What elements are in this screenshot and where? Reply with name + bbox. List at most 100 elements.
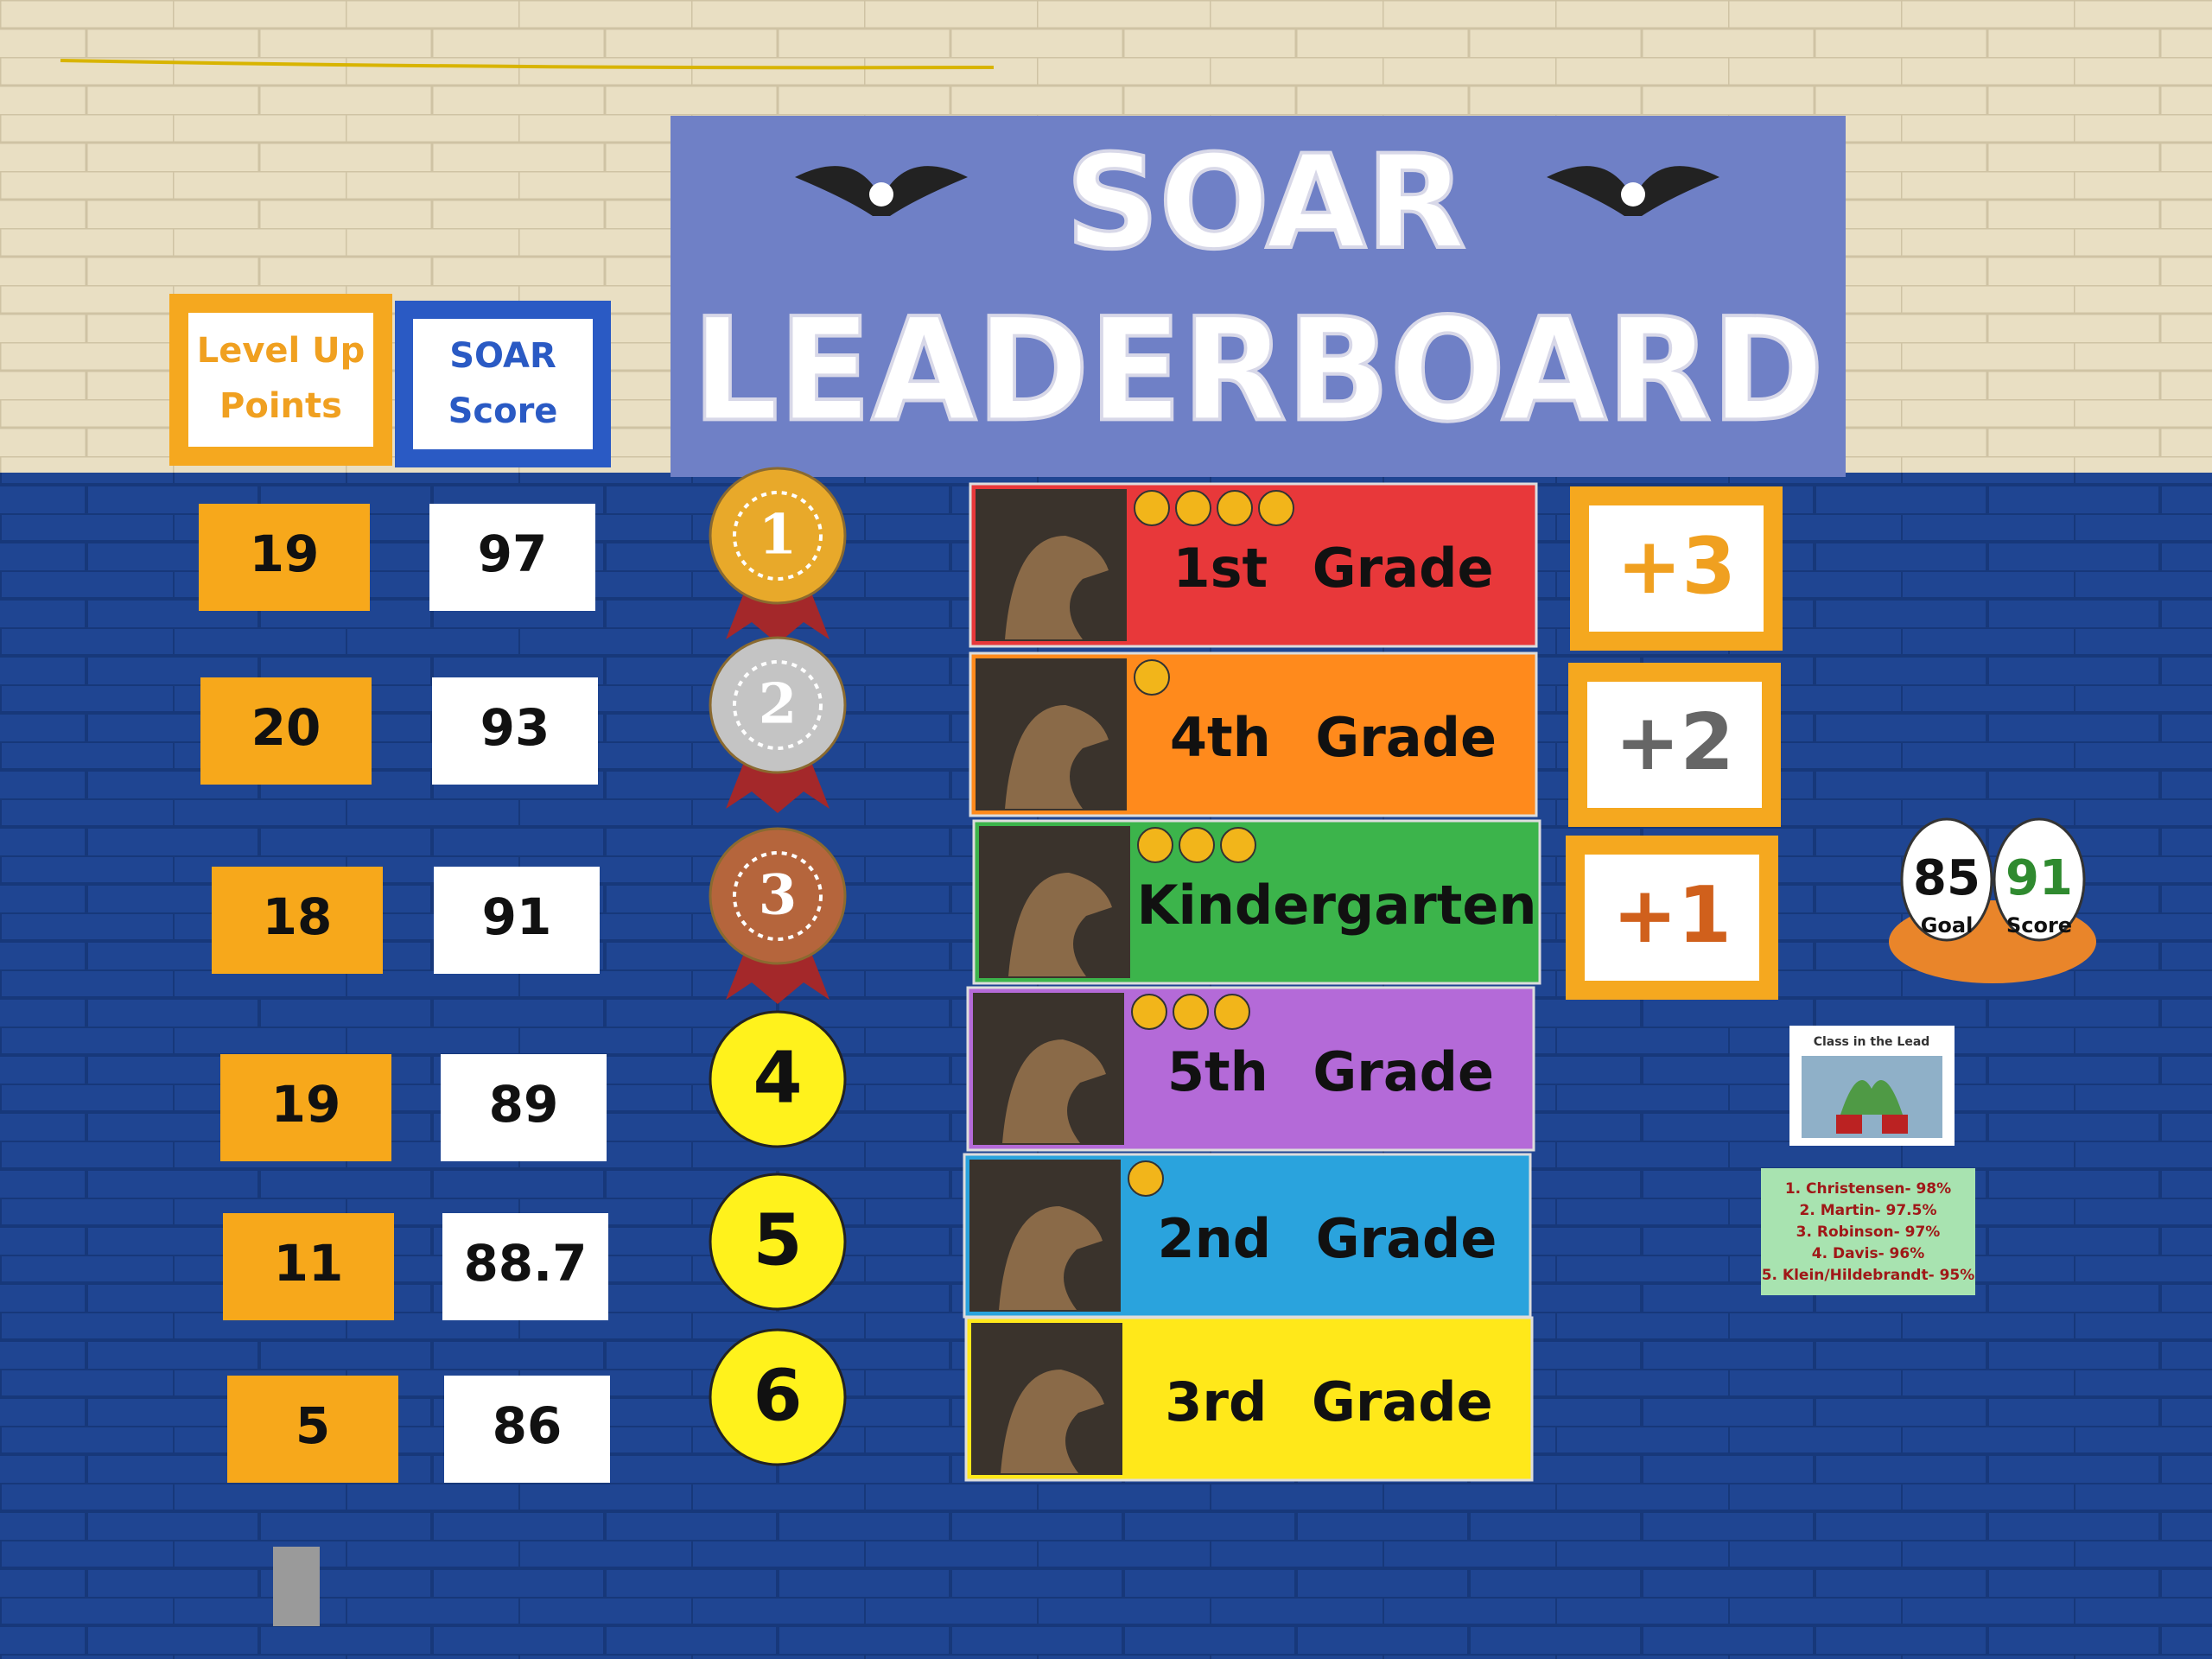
- grade-label: 2nd Grade: [1158, 1207, 1497, 1270]
- medal-rank: 5: [753, 1199, 802, 1281]
- medal: [709, 467, 847, 605]
- sticker: [1131, 994, 1167, 1030]
- medal: [709, 1328, 847, 1466]
- bonus-value: +1: [1612, 870, 1732, 961]
- card-inner: [1589, 505, 1764, 632]
- score-card: [429, 504, 595, 611]
- goal-label: Goal: [1921, 913, 1974, 938]
- leaderboard-row: 19 97 1 1st Grade: [199, 467, 1538, 648]
- sticker: [1137, 827, 1173, 863]
- medal-inner: [733, 851, 823, 941]
- medal-rank: 6: [753, 1355, 802, 1437]
- grade-label: 5th Grade: [1167, 1040, 1494, 1103]
- top-list-card: 1. Christensen- 98% 2. Martin- 97.5% 3. Ro…: [1761, 1168, 1975, 1295]
- header-label: Level Up: [197, 331, 365, 371]
- eagle-head: [1002, 1039, 1106, 1143]
- header-label: Score: [448, 391, 558, 431]
- points-value: 18: [263, 887, 333, 946]
- plate: [273, 1547, 320, 1626]
- points-value: 5: [296, 1396, 330, 1455]
- card-inner: [1585, 855, 1759, 981]
- eagle-head: [1008, 873, 1112, 976]
- card-inner: [188, 313, 373, 447]
- medal: [709, 1173, 847, 1311]
- bonus-value: +3: [1617, 521, 1736, 612]
- leaderboard-rows: 19 97 1 1st Grade 20 93 2 4th Grade 18 91 3 Kinderg…: [199, 467, 1783, 1483]
- score-value: 86: [493, 1396, 563, 1455]
- sticker: [1128, 1160, 1164, 1197]
- header-soar-score: SOAR Score: [395, 301, 611, 467]
- goal-value: 85: [1913, 850, 1980, 906]
- grade-label: 1st Grade: [1173, 537, 1494, 600]
- medal-rank: 3: [759, 863, 798, 928]
- eagle-icon: [1547, 166, 1719, 216]
- points-card: [199, 504, 370, 611]
- bonus-card: +3: [1570, 486, 1783, 651]
- bonus-card: +2: [1568, 663, 1781, 827]
- bonus-card: +1: [1566, 836, 1778, 1000]
- points-card: [220, 1054, 391, 1161]
- goal-nest: 85 Goal 91 Score: [1889, 817, 2096, 983]
- figure: [1840, 1080, 1903, 1115]
- top-list-item: 5. Klein/Hildebrandt- 95%: [1762, 1267, 1975, 1284]
- points-card: [227, 1376, 398, 1483]
- card-title: Class in the Lead: [1814, 1035, 1930, 1049]
- points-value: 19: [271, 1075, 341, 1134]
- score-value: 91: [482, 887, 552, 946]
- points-value: 19: [250, 524, 320, 583]
- score-value: 91: [2005, 850, 2073, 906]
- sticker: [1220, 827, 1256, 863]
- sticker: [1214, 994, 1250, 1030]
- sticker: [1217, 490, 1253, 526]
- header-level-up: Level Up Points: [169, 294, 392, 466]
- top-list-item: 3. Robinson- 97%: [1796, 1224, 1941, 1241]
- sticker: [1134, 490, 1170, 526]
- score-card: [434, 867, 600, 974]
- top-list-item: 1. Christensen- 98%: [1785, 1180, 1951, 1198]
- string: [60, 59, 995, 70]
- medal-inner: [733, 491, 823, 581]
- score-card: [442, 1213, 608, 1320]
- points-card: [200, 677, 372, 785]
- class-in-lead-card: Class in the Lead: [1789, 1026, 1955, 1146]
- figure: [1882, 1115, 1908, 1134]
- medal-inner: [733, 660, 823, 750]
- leaderboard-row: 11 88.7 5 2nd Grade: [223, 1153, 1532, 1320]
- header-label: SOAR: [449, 336, 556, 376]
- sticker: [1175, 490, 1211, 526]
- medal: [709, 827, 847, 965]
- egg: [1993, 817, 2086, 942]
- points-value: 11: [274, 1234, 344, 1293]
- card: [1761, 1168, 1975, 1295]
- medal: [709, 1010, 847, 1148]
- leaderboard-row: 19 89 4 5th Grade: [220, 986, 1535, 1161]
- bonus-value: +2: [1615, 697, 1734, 788]
- medal-rank: 1: [759, 503, 798, 568]
- eagle-head: [1001, 1370, 1104, 1473]
- grade-label: Kindergarten: [1136, 874, 1536, 937]
- score-card: [432, 677, 598, 785]
- points-value: 20: [251, 698, 321, 757]
- points-card: [223, 1213, 394, 1320]
- card-inner: [413, 319, 593, 449]
- score-label: Score: [2006, 913, 2072, 938]
- banner-title: LEADERBOARD: [692, 287, 1824, 453]
- eagle-head: [999, 1206, 1103, 1310]
- egg: [1900, 817, 1993, 942]
- banner-title: SOAR: [1065, 128, 1465, 278]
- card-inner: [1587, 682, 1762, 808]
- score-value: 93: [480, 698, 550, 757]
- banner-bg: [671, 116, 1846, 477]
- banner: SOAR LEADERBOARD: [671, 116, 1846, 477]
- sticker: [1179, 827, 1215, 863]
- eagle-head: [1005, 705, 1109, 809]
- score-value: 97: [478, 524, 548, 583]
- top-list-item: 4. Davis- 96%: [1812, 1245, 1924, 1262]
- medal-rank: 4: [753, 1037, 802, 1119]
- eagle-head: [1005, 536, 1109, 639]
- top-list-item: 2. Martin- 97.5%: [1800, 1202, 1937, 1219]
- header-label: Points: [219, 386, 342, 426]
- medal: [709, 636, 847, 774]
